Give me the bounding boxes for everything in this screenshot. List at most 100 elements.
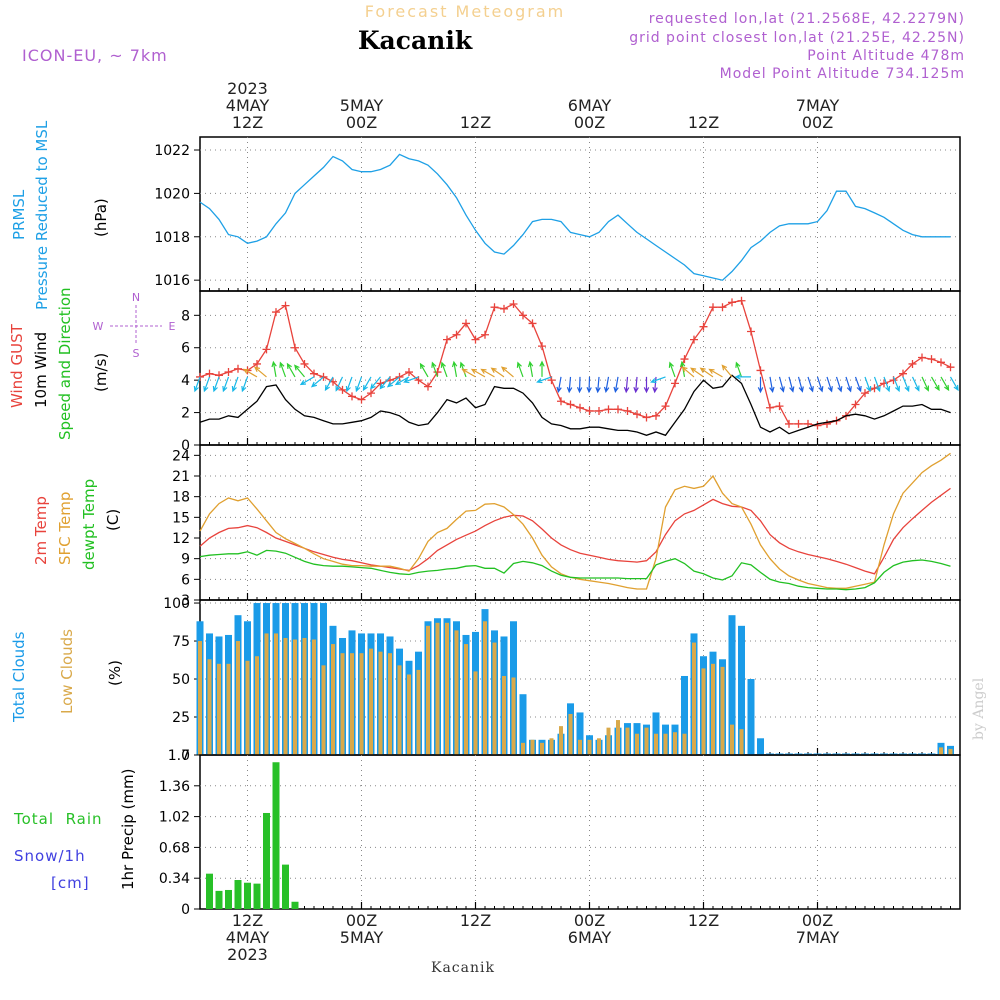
wind-arrow <box>652 376 658 394</box>
wind-arrow <box>294 364 305 378</box>
gust-point <box>338 385 347 394</box>
cloud-bar-low <box>739 729 744 755</box>
compass-rose: N S W E <box>93 291 176 360</box>
gust-point <box>557 397 565 406</box>
y-tick-label: 1016 <box>154 273 190 289</box>
wind-arrow <box>279 361 287 378</box>
y-tick-label: 2 <box>181 406 190 422</box>
gust-point <box>234 364 242 373</box>
cloud-bar-low <box>312 639 316 755</box>
wind-arrow <box>892 376 900 393</box>
gust-point <box>642 413 651 422</box>
grid-point-coords: grid point closest lon,lat (21.25E, 42.2… <box>629 30 965 46</box>
wind-arrow <box>734 374 751 380</box>
wind-arrow <box>623 376 630 394</box>
gust-point <box>595 406 603 415</box>
cloud-bar-total <box>738 625 745 755</box>
wind-arrow <box>242 368 258 378</box>
cloud-labels: Total Clouds Low Clouds (%) <box>10 629 124 723</box>
time-label: 00Z <box>574 911 605 930</box>
wind-arrow <box>556 376 562 394</box>
wind-arrow <box>769 376 775 394</box>
y-tick-label: 50 <box>172 672 190 688</box>
cloud-bar-low <box>663 733 668 755</box>
gust-point <box>538 342 546 351</box>
cloud-bar-low <box>730 724 734 755</box>
gust-point <box>452 330 461 339</box>
cloud-bar-low <box>540 742 544 755</box>
precip-bar <box>244 882 251 909</box>
total-clouds-label: Total Clouds <box>10 631 28 723</box>
model-label: ICON-EU, ~ 7km <box>22 46 168 65</box>
rain-label: Total Rain <box>13 810 103 828</box>
precip-bar <box>206 873 213 909</box>
point-altitude: Point Altitude 478m <box>807 48 965 64</box>
y-tick-label: 1018 <box>154 230 190 246</box>
gust-point <box>433 368 442 377</box>
cloud-bar-low <box>711 663 715 755</box>
wind-arrow <box>576 376 583 394</box>
wind-arrow <box>193 376 201 393</box>
cloud-bar-low <box>331 644 335 755</box>
wind-arrow <box>854 376 862 393</box>
time-label: 00Z <box>802 911 833 930</box>
cloud-bar-low <box>511 677 516 755</box>
gust-point <box>509 299 518 308</box>
precip-labels: Total Rain Snow/1h [cm] 1hr Precip (mm) <box>13 769 137 892</box>
wind-arrow <box>566 376 573 394</box>
gust-point <box>481 330 489 339</box>
wind-arrow <box>461 368 476 378</box>
wind-gust-label: Wind GUST <box>8 323 26 408</box>
gust-point <box>813 421 822 430</box>
gust-point <box>300 359 309 368</box>
series-line-10m-wind <box>199 374 951 437</box>
wind-10m-label: 10m Wind <box>32 332 50 408</box>
time-label: 2023 <box>227 945 268 964</box>
wind-arrow <box>386 376 400 388</box>
time-label: 5MAY <box>340 928 384 947</box>
location-title: Kacanik <box>358 26 473 55</box>
cloud-bar-low <box>245 660 250 755</box>
cloud-bar-low <box>597 738 601 755</box>
cloud-bar-total <box>728 615 736 755</box>
wind-arrow <box>911 376 920 392</box>
gust-point <box>861 389 869 398</box>
cloud-bar-low <box>264 633 269 755</box>
wind-arrow <box>643 376 650 394</box>
series-line-wind-gust <box>199 299 951 427</box>
cloud-bar-low <box>302 637 307 755</box>
wind-arrow <box>788 376 795 393</box>
wind-arrow <box>299 376 315 386</box>
wind-arrow <box>536 376 552 384</box>
time-label: 00Z <box>346 911 377 930</box>
cloud-bar-low <box>293 639 297 755</box>
snow-unit-label: [cm] <box>51 874 90 892</box>
wind-arrow <box>286 362 296 378</box>
gust-point <box>604 405 613 414</box>
gust-point <box>424 382 432 391</box>
snow-label: Snow/1h <box>14 847 86 865</box>
compass-n: N <box>132 291 140 304</box>
y-tick-label: 1.02 <box>159 810 190 826</box>
wind-arrow <box>222 376 230 393</box>
cloud-bar-low <box>587 739 592 755</box>
cloud-bar-low <box>416 669 421 755</box>
cloud-bar-low <box>502 675 506 755</box>
y-tick-label: 0.68 <box>159 840 190 856</box>
y-tick-label: 4 <box>181 373 190 389</box>
cloud-bar-low <box>217 663 221 755</box>
cloud-bar-low <box>720 666 725 755</box>
wind-arrow <box>835 376 843 393</box>
time-label: 12Z <box>688 911 719 930</box>
cloud-bar-low <box>359 653 364 755</box>
gust-point <box>205 369 214 378</box>
gust-point <box>709 303 717 312</box>
y-tick-label: 6 <box>181 341 190 357</box>
model-altitude: Model Point Altitude 734.125m <box>720 66 965 82</box>
pressure-unit: (hPa) <box>92 198 110 237</box>
cloud-bar-low <box>435 622 440 755</box>
wind-arrow <box>807 376 814 393</box>
precip-bar <box>291 901 299 909</box>
